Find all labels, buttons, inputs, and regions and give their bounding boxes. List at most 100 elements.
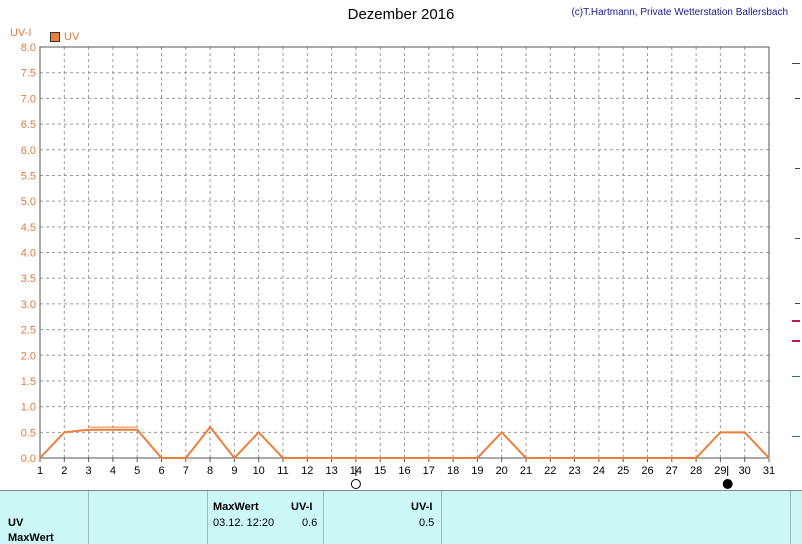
x-tick-label: 3 [86,465,92,477]
moon-phase-markers [350,466,733,489]
data-point [695,457,697,459]
grid-lines [40,47,769,458]
data-point [598,457,600,459]
x-tick-label: 5 [134,465,140,477]
y-tick-label: 2.0 [21,350,36,362]
data-point [282,457,284,459]
x-tick-label: 19 [471,465,483,477]
data-point [646,457,649,459]
data-point [87,428,90,431]
data-point [330,457,333,459]
y-axis-label: UV-I [10,27,32,39]
uv-chart: 0.0 0.5 1.0 1.5 2.0 2.5 3.0 3.5 4.0 4.5 5.0 5.5 6.0 6… [21,42,775,489]
x-tick-label: 2 [61,465,67,477]
y-tick-label: 5.0 [21,196,36,208]
x-tick-label: 27 [666,465,678,477]
data-point [573,457,576,459]
x-tick-label: 7 [183,465,189,477]
data-point [185,457,187,459]
y-tick-label: 3.5 [21,273,36,285]
x-tick-label: 25 [617,465,629,477]
y-tick-label: 0.5 [21,427,36,439]
row-label-maxwert: MaxWert [8,532,54,544]
data-point [39,457,41,459]
data-point [525,457,527,459]
data-point [112,428,114,431]
y-tick-label: 4.0 [21,248,36,260]
legend: UV [50,31,79,43]
x-tick-label: 24 [593,465,605,477]
legend-swatch-uv [50,32,60,42]
x-tick-label: 20 [496,465,508,477]
data-point [500,431,503,434]
x-tick-label: 22 [544,465,556,477]
x-tick-label: 23 [568,465,580,477]
data-point [671,457,673,459]
uv-other-value: 0.5 [419,517,435,529]
uv-max-date: 03.12. 12:20 [213,517,275,529]
x-tick-label: 13 [325,465,337,477]
x-tick-label: 9 [231,465,237,477]
table-divider [207,491,208,544]
uv-max-value: 0.6 [302,517,318,529]
copyright-text: (c)T.Hartmann, Private Wetterstation Bal… [571,7,788,18]
data-point [622,457,624,459]
data-point [719,431,722,434]
row-label-uv: UV [8,517,24,529]
y-axis-ticks: 0.0 0.5 1.0 1.5 2.0 2.5 3.0 3.5 4.0 4.5 5.0 5.5 6.0 6… [21,42,36,465]
y-tick-label: 2.5 [21,325,36,337]
data-point [160,457,163,459]
x-tick-label: 4 [110,465,116,477]
table-divider [441,491,442,544]
full-moon-icon [350,479,361,489]
x-tick-label: 17 [423,465,435,477]
data-point [355,457,357,459]
data-point [257,431,260,434]
x-tick-label: 16 [398,465,410,477]
x-tick-label: 29 [714,465,726,477]
series-layer [39,425,770,460]
summary-table: UV MaxWert MaxWert UV-I UV-I 03.12. 12:2… [0,490,802,544]
y-tick-label: 1.0 [21,402,36,414]
x-tick-label: 11 [277,465,288,477]
x-tick-label: 15 [374,465,386,477]
y-tick-label: 1.5 [21,376,36,388]
x-tick-label: 1 [37,465,43,477]
data-point [452,457,454,459]
y-tick-label: 4.5 [21,222,36,234]
x-tick-label: 28 [690,465,702,477]
table-divider [323,491,324,544]
col-header-uvi-2: UV-I [411,501,433,513]
x-tick-label: 6 [158,465,164,477]
y-tick-label: 7.5 [21,68,36,80]
data-point [403,457,406,459]
data-point [549,457,552,459]
y-tick-label: 0.0 [21,453,36,465]
y-tick-label: 7.0 [21,93,36,105]
data-point [233,457,236,459]
x-tick-label: 8 [207,465,213,477]
y-tick-label: 6.0 [21,145,36,157]
y-tick-label: 5.5 [21,170,36,182]
x-tick-label: 31 [763,465,775,477]
data-point [743,431,746,434]
table-divider [790,491,791,544]
x-axis-ticks: 1 2 3 4 5 6 7 8 9 10 11 12 13 14 15 16 17 18 19 20 21 22 23 24 2… [37,458,775,477]
x-tick-label: 10 [253,465,265,477]
x-tick-label: 30 [739,465,751,477]
x-tick-label: 12 [301,465,313,477]
x-tick-label: 18 [447,465,459,477]
y-tick-label: 6.5 [21,119,36,131]
legend-label-uv: UV [64,31,80,43]
data-point [306,457,309,459]
data-point [379,457,382,459]
data-point [136,428,138,431]
data-point [768,457,770,459]
x-tick-label: 26 [641,465,653,477]
data-point [63,431,66,434]
col-header-maxwert: MaxWert [213,501,259,513]
col-header-uvi: UV-I [291,501,313,513]
x-tick-label: 21 [520,465,532,477]
y-tick-label: 3.0 [21,299,36,311]
new-moon-icon [722,479,733,489]
